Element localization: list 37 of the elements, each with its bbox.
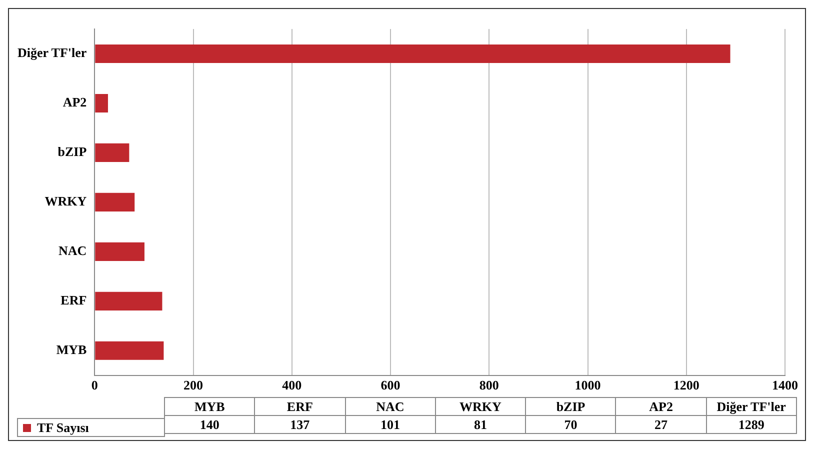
x-tick-label: 200 — [184, 378, 204, 393]
y-tick-label: bZIP — [58, 144, 87, 160]
category-label: Diğer TF'ler — [706, 398, 796, 416]
category-label: NAC — [345, 398, 436, 416]
text: 27 — [616, 416, 706, 434]
x-tick-label: 0 — [91, 378, 98, 393]
bar — [95, 94, 108, 113]
y-tick-label: MYB — [56, 342, 87, 358]
category-label: MYB — [164, 398, 255, 416]
legend-label: TF Sayısı — [37, 420, 89, 436]
category-label: WRKY — [435, 398, 526, 416]
x-tick-label: 1000 — [574, 378, 601, 393]
bar — [95, 44, 730, 64]
bar — [95, 143, 130, 162]
bar — [95, 341, 164, 360]
text: 81 — [435, 416, 526, 434]
x-tick-label: 1200 — [673, 378, 700, 393]
text: 1289 — [706, 416, 796, 434]
x-tick-label: 400 — [282, 378, 302, 393]
y-tick-label: WRKY — [44, 194, 88, 209]
text: 140 — [164, 416, 255, 434]
category-label: AP2 — [616, 398, 706, 416]
y-tick-label: ERF — [60, 292, 87, 308]
text: 70 — [526, 416, 616, 434]
y-tick-label: NAC — [58, 243, 87, 258]
category-label: ERF — [254, 398, 346, 416]
y-tick-label: Diğer TF'ler — [17, 45, 87, 60]
bar — [95, 292, 162, 310]
bar — [95, 242, 144, 261]
x-tick-label: 800 — [479, 378, 499, 393]
x-tick-label: 1400 — [772, 378, 798, 393]
category-label: bZIP — [526, 398, 616, 416]
bar — [95, 192, 135, 212]
text: 101 — [345, 416, 436, 434]
text: 137 — [254, 416, 346, 434]
x-tick-label: 600 — [380, 378, 400, 393]
y-tick-label: AP2 — [62, 94, 87, 110]
